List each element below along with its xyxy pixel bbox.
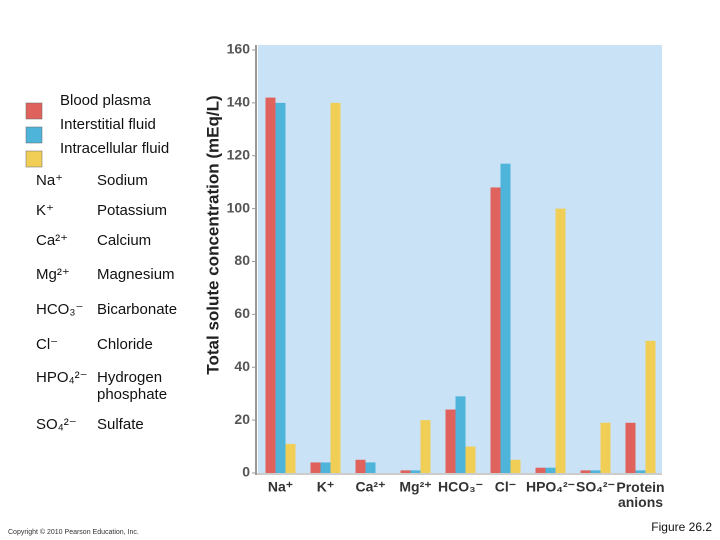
figure-number: Figure 26.2: [651, 520, 712, 534]
y-tick-label: 0: [242, 464, 250, 480]
key-symbol: K⁺: [36, 202, 54, 219]
legend-swatch: [25, 126, 43, 144]
y-tick-label: 160: [227, 41, 251, 57]
bar: [420, 420, 431, 473]
legend-swatch: [25, 102, 43, 120]
bar: [535, 467, 546, 473]
x-tick-label: Protein anions: [616, 479, 664, 510]
bar: [645, 340, 656, 473]
bar: [625, 422, 636, 473]
bar: [400, 470, 411, 473]
legend-label: Blood plasma: [60, 92, 152, 109]
legend-label: Intracellular fluid: [60, 140, 169, 157]
x-tick-label: Mg²⁺: [399, 479, 431, 495]
bar: [545, 467, 556, 473]
key-name: Hydrogen phosphate: [97, 369, 168, 403]
copyright: Copyright © 2010 Pearson Education, Inc.: [8, 528, 139, 536]
y-tick-label: 40: [234, 358, 250, 374]
legend-swatch: [25, 150, 43, 168]
key-name: Bicarbonate: [97, 301, 178, 318]
key-symbol: HCO₃⁻: [36, 301, 84, 318]
bar: [600, 422, 611, 473]
bar: [580, 470, 591, 473]
bar: [510, 459, 521, 473]
y-tick-label: 80: [234, 252, 250, 268]
y-tick-label: 100: [227, 199, 251, 215]
bar: [445, 409, 456, 473]
y-axis-label: Total solute concentration (mEq/L): [203, 95, 222, 374]
bar: [500, 163, 511, 473]
bar: [555, 208, 566, 473]
bar: [465, 446, 476, 473]
y-tick-label: 140: [227, 94, 251, 110]
bar: [330, 102, 341, 473]
legend-label: Interstitial fluid: [60, 116, 156, 133]
key-symbol: Mg²⁺: [36, 266, 70, 283]
key-name: Chloride: [97, 336, 153, 353]
key-symbol: SO₄²⁻: [36, 416, 77, 433]
x-tick-label: Na⁺: [268, 479, 293, 495]
key-symbol: Na⁺: [36, 172, 64, 189]
x-tick-label: Cl⁻: [495, 479, 516, 495]
key-symbol: Cl⁻: [36, 336, 59, 353]
key-symbol: HPO₄²⁻: [36, 369, 88, 386]
x-tick-label: K⁺: [317, 479, 335, 495]
bar: [590, 470, 601, 473]
bar: [410, 470, 421, 473]
bar: [265, 97, 276, 474]
y-tick-label: 20: [234, 411, 250, 427]
bar: [365, 462, 376, 473]
bar: [320, 462, 331, 473]
bar: [635, 470, 646, 473]
bar: [490, 187, 501, 473]
key-symbol: Ca²⁺: [36, 232, 69, 249]
x-tick-label: HPO₄²⁻: [526, 479, 575, 495]
bar: [455, 396, 466, 473]
key-name: Sulfate: [97, 416, 144, 433]
y-tick-label: 60: [234, 305, 250, 321]
bar: [310, 462, 321, 473]
bar: [275, 102, 286, 473]
bar: [355, 459, 366, 473]
x-tick-label: Ca²⁺: [356, 479, 386, 495]
bar: [285, 443, 296, 473]
x-tick-label: SO₄²⁻: [576, 479, 615, 495]
key-name: Calcium: [97, 232, 152, 249]
y-tick-label: 120: [227, 146, 251, 162]
key-name: Magnesium: [97, 266, 175, 283]
key-name: Potassium: [97, 202, 168, 219]
key-name: Sodium: [97, 172, 148, 189]
x-tick-label: HCO₃⁻: [438, 479, 483, 495]
